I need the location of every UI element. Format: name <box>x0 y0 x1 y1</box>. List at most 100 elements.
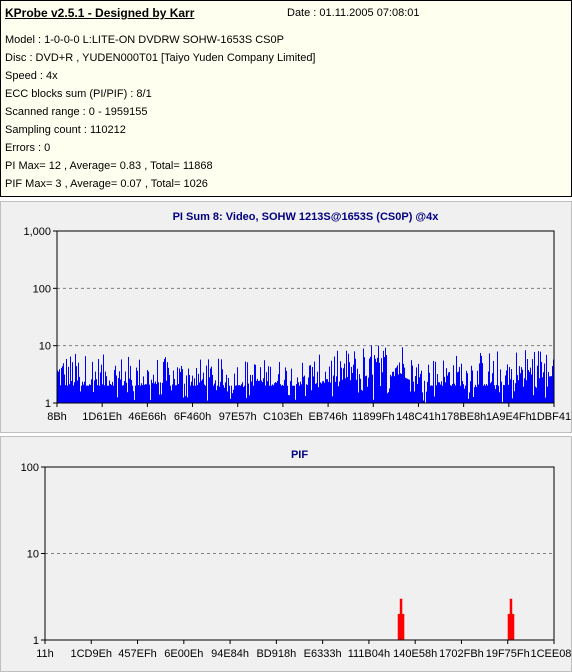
pi-bar <box>70 356 71 403</box>
pi-bar <box>444 376 445 403</box>
pi-bar <box>312 367 313 403</box>
pi-bar <box>402 347 403 403</box>
y-tick-label: 1 <box>45 398 51 410</box>
pi-bar <box>484 384 485 403</box>
pi-bar <box>485 385 486 403</box>
pi-bar <box>161 394 162 403</box>
info-pi-stats: PI Max= 12 , Average= 0.83 , Total= 1186… <box>5 160 213 172</box>
pi-bar <box>162 382 163 403</box>
x-tick-label: 11h <box>36 648 54 660</box>
pi-bar <box>526 380 527 403</box>
pi-bar <box>442 385 443 403</box>
pi-bar <box>546 354 547 403</box>
pi-bar <box>343 368 344 403</box>
pi-bar <box>344 363 345 403</box>
pi-bar <box>233 389 234 403</box>
pi-bar <box>375 358 376 403</box>
pi-bar <box>273 385 274 403</box>
pi-bar <box>491 381 492 403</box>
pi-bar <box>311 390 312 403</box>
pi-bar <box>539 378 540 403</box>
pi-bar <box>503 384 504 403</box>
pi-bar <box>191 381 192 403</box>
x-tick-label: 1CEE08h <box>530 648 572 660</box>
pi-bar <box>157 359 158 403</box>
pi-bar <box>333 375 334 403</box>
info-speed: Speed : 4x <box>5 70 58 82</box>
pi-bar <box>163 361 164 403</box>
pi-bar <box>467 373 468 403</box>
pi-bar <box>181 365 182 403</box>
pi-bar <box>395 368 396 403</box>
pi-bar <box>283 385 284 403</box>
pi-bar <box>372 374 373 403</box>
pi-bar <box>401 374 402 403</box>
pi-bar <box>279 361 280 403</box>
pi-bar <box>415 376 416 403</box>
pi-bar <box>399 362 400 403</box>
pi-bar <box>358 392 359 403</box>
pi-bar <box>452 384 453 403</box>
pi-bar <box>355 358 356 403</box>
pi-bar <box>359 374 360 403</box>
pi-bar <box>465 385 466 403</box>
pi-bar <box>435 361 436 403</box>
pi-bar <box>128 356 129 403</box>
pi-bar <box>549 376 550 403</box>
pi-bar <box>492 373 493 403</box>
pi-bar <box>127 392 128 403</box>
pi-bar <box>171 390 172 403</box>
pi-bar <box>58 371 59 403</box>
pi-bar <box>90 385 91 403</box>
pi-bar <box>207 400 208 403</box>
pi-bar <box>396 367 397 403</box>
pi-bar <box>267 381 268 403</box>
pi-bar <box>69 384 70 403</box>
pi-bar <box>349 362 350 403</box>
pi-bar <box>78 362 79 403</box>
pi-bar <box>292 385 293 403</box>
pi-bar <box>320 382 321 403</box>
pi-bar <box>208 359 209 403</box>
pif-chart-panel: PIF 100 10 1 11h 1CD9Eh 457EFh 6E00Eh 94E84h BD91… <box>0 436 572 672</box>
pi-bar <box>93 392 94 403</box>
pi-bar <box>240 385 241 403</box>
pi-bar <box>174 378 175 403</box>
pi-bar <box>368 377 369 403</box>
pi-bar <box>178 384 179 403</box>
pi-bar <box>310 365 311 403</box>
pi-bar <box>206 365 207 403</box>
pi-bar <box>285 367 286 403</box>
pi-bar <box>506 370 507 403</box>
pi-bar <box>346 350 347 403</box>
pi-bar <box>80 391 81 403</box>
pi-bar <box>164 359 165 403</box>
pi-bar <box>323 381 324 403</box>
pi-bar <box>113 385 114 403</box>
pi-bar <box>105 371 106 403</box>
pi-bar <box>392 371 393 403</box>
pi-bar <box>193 385 194 403</box>
pi-bar <box>101 364 102 403</box>
pi-bar <box>397 365 398 403</box>
pi-chart-panel: PI Sum 8: Video, SOHW 1213S@1653S (CS0P)… <box>0 201 572 433</box>
pi-bar <box>132 385 133 403</box>
pi-bar <box>245 361 246 403</box>
pi-bar <box>472 370 473 403</box>
pi-bar <box>458 371 459 403</box>
pi-bar <box>142 385 143 403</box>
pi-bar <box>364 357 365 403</box>
pi-bar <box>512 398 513 403</box>
pi-bar <box>282 384 283 403</box>
pi-bar <box>387 393 388 403</box>
pi-bar <box>332 396 333 403</box>
pi-bar <box>186 375 187 403</box>
pi-bar <box>486 384 487 403</box>
pi-bar <box>250 374 251 403</box>
pi-bar <box>408 379 409 403</box>
pi-bar <box>309 365 310 403</box>
pi-bar <box>548 372 549 403</box>
pi-bar <box>268 366 269 403</box>
pi-bar <box>182 369 183 403</box>
pi-bar <box>414 391 415 403</box>
